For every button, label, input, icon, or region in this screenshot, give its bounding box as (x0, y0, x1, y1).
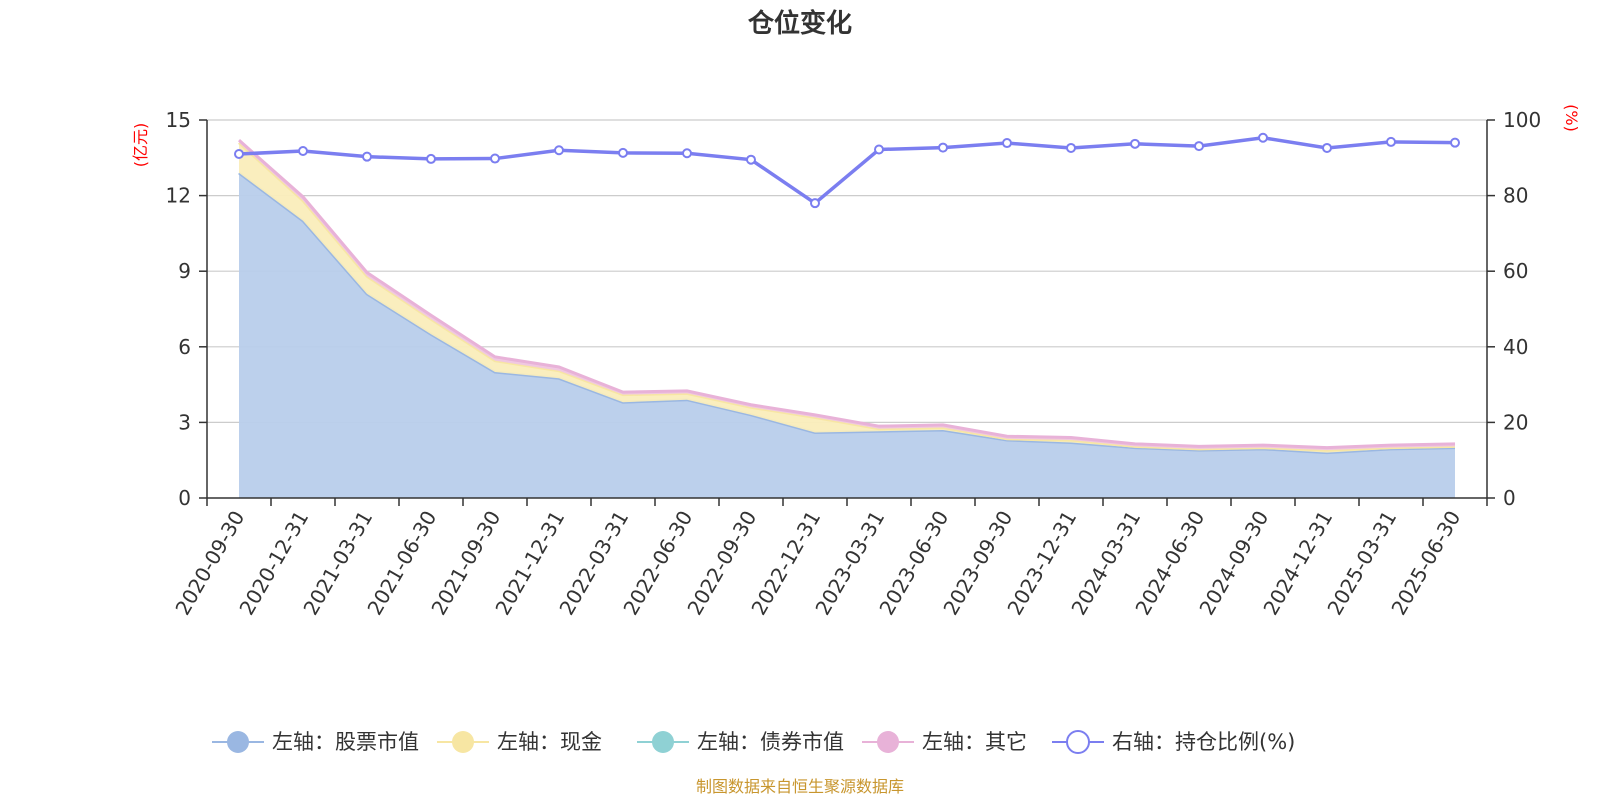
ratio-point (234, 149, 244, 160)
legend-marker (452, 731, 474, 753)
legend-label: 左轴：现金 (497, 730, 602, 754)
left-axis-unit: (亿元) (131, 123, 150, 168)
area-2 (239, 142, 1455, 453)
ratio-point (1386, 136, 1396, 147)
legend-marker (877, 731, 899, 753)
left-tick-label: 12 (166, 184, 191, 208)
right-tick-label: 0 (1503, 486, 1516, 510)
chart-title: 仓位变化 (747, 8, 852, 39)
legend: 左轴：股票市值 左轴：现金 左轴：债券市值 左轴：其它 右轴：持仓比例(%) (212, 730, 1295, 754)
ratio-point (1194, 141, 1204, 152)
ratio-point (1002, 138, 1012, 149)
position-ratio-line (234, 132, 1460, 209)
right-tick-label: 100 (1503, 108, 1541, 132)
left-tick-label: 0 (178, 486, 191, 510)
legend-label: 右轴：持仓比例(%) (1112, 730, 1295, 754)
ratio-point (1066, 142, 1076, 153)
left-tick-label: 15 (166, 108, 191, 132)
ratio-point (618, 147, 628, 158)
ratio-point (1450, 137, 1460, 148)
source-note: 制图数据来自恒生聚源数据库 (696, 777, 904, 796)
ratio-point (362, 151, 372, 162)
right-tick-label: 80 (1503, 184, 1528, 208)
area-edge-4 (238, 139, 1456, 450)
legend-item: 左轴：其它 (862, 730, 1027, 754)
ratio-point (746, 154, 756, 165)
ratio-point (1258, 132, 1268, 143)
legend-label: 左轴：股票市值 (272, 730, 419, 754)
legend-item: 左轴：股票市值 (212, 730, 419, 754)
legend-marker (227, 731, 249, 753)
ratio-point (426, 153, 436, 164)
right-tick-label: 40 (1503, 335, 1528, 359)
right-tick-label: 60 (1503, 259, 1528, 283)
ratio-point (554, 145, 564, 156)
legend-marker (1066, 730, 1090, 754)
left-tick-label: 9 (178, 259, 191, 283)
ratio-point (938, 142, 948, 153)
ratio-point (1322, 142, 1332, 153)
ratio-line-path (238, 135, 1456, 206)
left-tick-label: 6 (178, 335, 191, 359)
left-tick-label: 3 (178, 410, 191, 434)
area-1 (239, 172, 1455, 499)
legend-item: 左轴：现金 (437, 730, 602, 754)
ratio-point (490, 153, 500, 164)
ratio-point (682, 148, 692, 159)
stacked-areas (237, 139, 1456, 499)
right-tick-label: 20 (1503, 410, 1528, 434)
legend-item: 右轴：持仓比例(%) (1052, 730, 1295, 754)
ratio-point (810, 198, 820, 209)
ratio-point (298, 145, 308, 156)
legend-label: 左轴：债券市值 (697, 730, 844, 754)
legend-marker (652, 731, 674, 753)
legend-item: 左轴：债券市值 (637, 730, 844, 754)
right-axis-unit: (%) (1562, 104, 1581, 132)
legend-label: 左轴：其它 (922, 730, 1027, 754)
ratio-point (1130, 138, 1140, 149)
ratio-point (874, 144, 884, 155)
